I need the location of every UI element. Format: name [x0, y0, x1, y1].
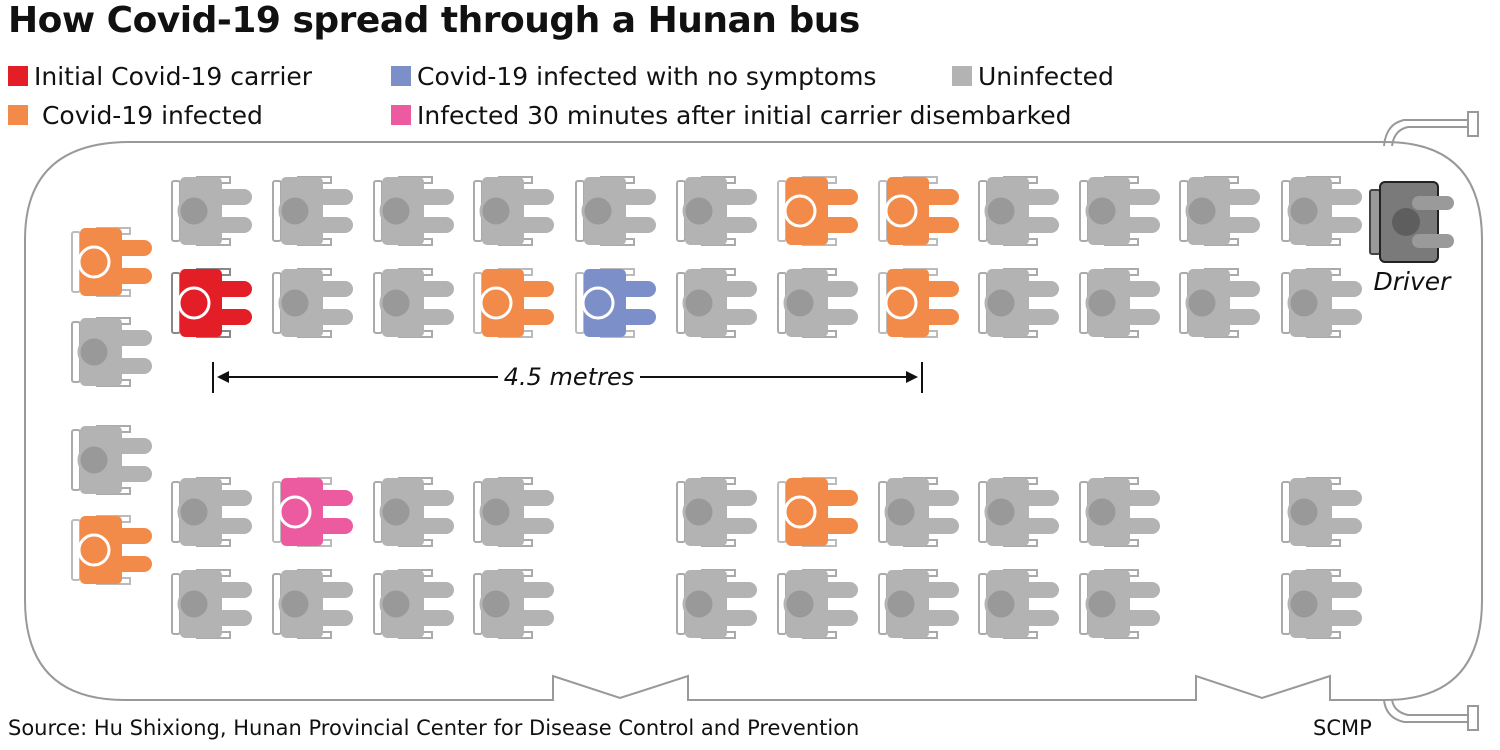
- seat-back_row_a-8-uninfected: [878, 477, 959, 547]
- legend-label-late-infected: Infected 30 minutes after initial carrie…: [417, 100, 1072, 130]
- seat-back_row_b-3-uninfected: [373, 569, 454, 639]
- seat-back_row_a-7-infected: [777, 477, 858, 547]
- source-note: Source: Hu Shixiong, Hunan Provincial Ce…: [8, 716, 860, 740]
- seat-front_row_a-2-uninfected: [272, 176, 353, 246]
- seat-front_row_b-8-infected: [878, 268, 959, 338]
- seat-front_row_a-3-uninfected: [373, 176, 454, 246]
- bus-outline: [24, 141, 1483, 701]
- seat-back_row_a-12-uninfected: [1281, 477, 1362, 547]
- seat-front_row_b-11-uninfected: [1179, 268, 1260, 338]
- legend-late-infected: Infected 30 minutes after initial carrie…: [391, 98, 1071, 132]
- legend-carrier: Initial Covid-19 carrier: [8, 59, 312, 93]
- legend-label-carrier: Initial Covid-19 carrier: [34, 61, 313, 91]
- seat-back_row_a-1-uninfected: [171, 477, 252, 547]
- seat-front_row_b-6-uninfected: [676, 268, 757, 338]
- seat-front_row_a-9-uninfected: [978, 176, 1059, 246]
- seat-back_row_a-9-uninfected: [978, 477, 1059, 547]
- legend-label-asymptomatic: Covid-19 infected with no symptoms: [417, 61, 877, 91]
- seat-front_row_a-1-uninfected: [171, 176, 252, 246]
- legend-swatch-uninfected: [952, 66, 972, 86]
- seat-back_row_b-4-uninfected: [473, 569, 554, 639]
- legend-infected: Covid-19 infected: [8, 98, 263, 132]
- seat-back_row_b-12-uninfected: [1281, 569, 1362, 639]
- seat-front_row_a-7-infected: [777, 176, 858, 246]
- driver-seat: [1369, 181, 1454, 263]
- seat-back_row_a-4-uninfected: [473, 477, 554, 547]
- seat-front_row_a-8-infected: [878, 176, 959, 246]
- seat-front_row_b-3-uninfected: [373, 268, 454, 338]
- credit: SCMP: [1313, 716, 1372, 740]
- seat-front_row_b-1-carrier: [171, 268, 252, 338]
- legend-swatch-carrier: [8, 66, 28, 86]
- seat-back_row_b-6-uninfected: [676, 569, 757, 639]
- seat-rear-bench-1-infected: [71, 227, 152, 297]
- seat-front_row_b-7-uninfected: [777, 268, 858, 338]
- distance-marker: [212, 362, 923, 393]
- seat-back_row_b-10-uninfected: [1079, 569, 1160, 639]
- legend-swatch-asymptomatic: [391, 66, 411, 86]
- legend-label-infected: Covid-19 infected: [34, 100, 263, 130]
- legend-swatch-infected: [8, 105, 28, 125]
- legend-asymptomatic: Covid-19 infected with no symptoms: [391, 59, 876, 93]
- seat-front_row_b-9-uninfected: [978, 268, 1059, 338]
- seat-back_row_b-1-uninfected: [171, 569, 252, 639]
- legend-swatch-late-infected: [391, 105, 411, 125]
- seat-back_row_a-10-uninfected: [1079, 477, 1160, 547]
- seat-front_row_a-4-uninfected: [473, 176, 554, 246]
- seat-layer: [71, 176, 1454, 639]
- seat-front_row_a-6-uninfected: [676, 176, 757, 246]
- seat-front_row_a-11-uninfected: [1179, 176, 1260, 246]
- seat-front_row_b-12-uninfected: [1281, 268, 1362, 338]
- legend-uninfected: Uninfected: [952, 59, 1114, 93]
- seat-rear-bench-4-infected: [71, 515, 152, 585]
- seat-front_row_b-10-uninfected: [1079, 268, 1160, 338]
- seat-back_row_b-7-uninfected: [777, 569, 858, 639]
- seat-front_row_a-10-uninfected: [1079, 176, 1160, 246]
- mirror-top: [1383, 111, 1479, 147]
- seat-rear-bench-2-uninfected: [71, 317, 152, 387]
- seat-front_row_a-5-uninfected: [575, 176, 656, 246]
- seat-front_row_b-4-infected: [473, 268, 554, 338]
- seat-front_row_b-5-asymptomatic: [575, 268, 656, 338]
- seat-back_row_a-6-uninfected: [676, 477, 757, 547]
- seat-back_row_a-3-uninfected: [373, 477, 454, 547]
- seat-back_row_b-8-uninfected: [878, 569, 959, 639]
- seat-back_row_a-2-late-infected: [272, 477, 353, 547]
- seat-front_row_a-12-uninfected: [1281, 176, 1362, 246]
- seat-back_row_b-9-uninfected: [978, 569, 1059, 639]
- legend-label-uninfected: Uninfected: [978, 61, 1114, 91]
- mirror-bottom: [1383, 699, 1479, 731]
- seat-rear-bench-3-uninfected: [71, 425, 152, 495]
- distance-label: 4.5 metres: [504, 363, 635, 391]
- chart-title: How Covid-19 spread through a Hunan bus: [8, 0, 860, 41]
- seat-front_row_b-2-uninfected: [272, 268, 353, 338]
- seat-back_row_b-2-uninfected: [272, 569, 353, 639]
- driver-label: Driver: [1374, 267, 1453, 296]
